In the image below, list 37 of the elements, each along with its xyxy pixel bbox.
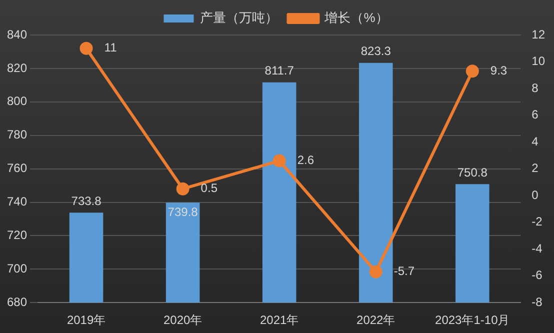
y-tick-label: 780 xyxy=(6,128,28,142)
data-label: 2.6 xyxy=(297,153,314,168)
y2-tick-label: -4 xyxy=(532,241,543,256)
legend-label: 增长（%） xyxy=(324,10,388,26)
y-tick-label: 680 xyxy=(6,294,28,309)
y2-tick-label: 12 xyxy=(532,27,546,42)
data-label: 811.7 xyxy=(264,64,294,78)
data-label: 823.3 xyxy=(360,44,392,58)
x-tick-label: 2021年 xyxy=(260,313,299,328)
x-tick-label: 2019年 xyxy=(66,313,106,328)
y2-tick-label: 8 xyxy=(532,80,539,95)
data-label: 733.8 xyxy=(71,194,102,208)
y-tick-label: 840 xyxy=(6,27,28,42)
data-label: 9.3 xyxy=(490,63,508,78)
y-tick-label: 700 xyxy=(6,261,28,276)
x-tick-label: 2023年1-10月 xyxy=(435,313,510,328)
data-label: 739.8 xyxy=(168,204,198,219)
y2-tick-label: -8 xyxy=(532,294,543,309)
y-tick-label: 720 xyxy=(6,228,28,242)
data-label: -5.7 xyxy=(394,264,415,278)
data-label: 0.5 xyxy=(200,181,218,196)
y2-tick-label: 10 xyxy=(532,54,546,68)
legend-label: 产量（万吨） xyxy=(200,10,278,26)
y2-tick-label: 2 xyxy=(532,161,539,176)
y-tick-label: 800 xyxy=(6,94,28,108)
x-tick-label: 2022年 xyxy=(356,313,396,328)
y2-tick-label: -2 xyxy=(532,214,543,229)
y2-tick-label: 4 xyxy=(532,134,539,148)
data-label: 750.8 xyxy=(457,166,488,180)
y-tick-label: 760 xyxy=(6,161,28,176)
data-label: 11 xyxy=(104,40,118,55)
y2-tick-label: 6 xyxy=(532,108,539,122)
y2-tick-label: 0 xyxy=(532,188,539,202)
y-tick-label: 820 xyxy=(6,60,28,75)
x-tick-label: 2020年 xyxy=(163,313,202,328)
y2-tick-label: -6 xyxy=(532,268,543,282)
y-tick-label: 740 xyxy=(6,194,28,209)
